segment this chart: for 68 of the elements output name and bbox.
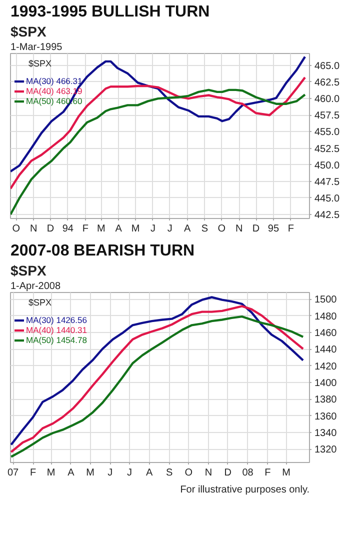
- x-tick-label: 07: [8, 468, 20, 478]
- chart-subtitle: $SPX: [10, 24, 47, 40]
- x-tick-label: F: [264, 468, 271, 478]
- legend-title: $SPX: [28, 298, 52, 308]
- x-tick-label: A: [115, 224, 122, 234]
- x-tick-label: 95: [268, 224, 280, 234]
- y-tick-label: 450.0: [314, 160, 340, 172]
- x-tick-label: A: [146, 468, 154, 478]
- x-tick-label: N: [236, 224, 243, 234]
- line-series: [10, 88, 306, 216]
- x-tick-label: F: [288, 224, 294, 234]
- x-tick-label: M: [131, 224, 140, 234]
- text: 1-Apr-2008: [10, 281, 61, 292]
- y-tick-label: 465.0: [314, 60, 340, 72]
- x-tick-label: S: [166, 468, 173, 478]
- x-tick-label: D: [224, 468, 232, 478]
- x-tick-label: J: [167, 224, 172, 234]
- y-tick-label: 1480: [314, 311, 338, 322]
- x-tick-label: F: [82, 224, 88, 234]
- y-tick-label: 462.5: [314, 77, 340, 88]
- y-tick-label: 1500: [314, 294, 338, 306]
- legend-label: MA(40) 1440.31: [26, 325, 87, 335]
- x-tick-label: A: [184, 224, 191, 234]
- chart-title: 1993-1995 BULLISH TURN: [10, 4, 210, 20]
- legend-label: MA(30) 1426.56: [26, 315, 87, 325]
- text: For illustrative purposes only.: [180, 484, 310, 496]
- y-tick-label: 1320: [314, 444, 338, 456]
- y-tick-label: 447.5: [314, 176, 340, 188]
- y-tick-label: 1360: [314, 411, 338, 422]
- line-series: [10, 76, 306, 190]
- legend-label: MA(50) 1454.78: [26, 335, 87, 345]
- y-tick-label: 442.5: [314, 210, 340, 222]
- chart-subtitle: $SPX: [10, 262, 47, 278]
- x-tick-label: A: [68, 468, 75, 478]
- x-tick-label: N: [204, 468, 212, 478]
- x-tick-label: 94: [62, 224, 74, 234]
- x-tick-label: O: [184, 468, 193, 478]
- x-tick-label: J: [108, 468, 113, 478]
- chart-title: 2007-08 BEARISH TURN: [10, 242, 195, 260]
- y-tick-label: 455.0: [314, 127, 340, 138]
- y-tick-label: 460.0: [314, 94, 340, 106]
- x-tick-label: S: [201, 224, 208, 234]
- text: 1-Mar-1995: [10, 42, 63, 53]
- x-tick-label: J: [126, 468, 132, 478]
- y-tick-label: 1400: [314, 378, 338, 389]
- y-tick-label: 1420: [314, 361, 338, 372]
- x-tick-label: 08: [242, 468, 254, 478]
- legend-label: MA(30) 466.31: [26, 76, 82, 86]
- y-tick-label: 445.0: [314, 193, 340, 204]
- y-tick-label: 1380: [314, 394, 338, 406]
- x-tick-label: M: [96, 224, 106, 234]
- x-tick-label: D: [46, 224, 54, 234]
- y-tick-label: 452.5: [314, 144, 340, 155]
- x-tick-label: M: [46, 468, 56, 478]
- x-tick-label: F: [30, 468, 36, 478]
- x-tick-label: D: [252, 224, 260, 234]
- y-tick-label: 1460: [314, 328, 338, 339]
- x-tick-label: O: [12, 224, 20, 234]
- line-series: [10, 56, 306, 173]
- x-tick-label: O: [218, 224, 226, 234]
- y-tick-label: 1340: [314, 428, 338, 439]
- y-tick-label: 1440: [314, 344, 338, 356]
- x-tick-label: M: [282, 468, 291, 478]
- legend-title: $SPX: [28, 58, 52, 68]
- x-tick-label: N: [30, 224, 38, 234]
- x-tick-label: J: [150, 224, 156, 234]
- x-tick-label: M: [86, 468, 94, 478]
- y-tick-label: 457.5: [314, 110, 340, 122]
